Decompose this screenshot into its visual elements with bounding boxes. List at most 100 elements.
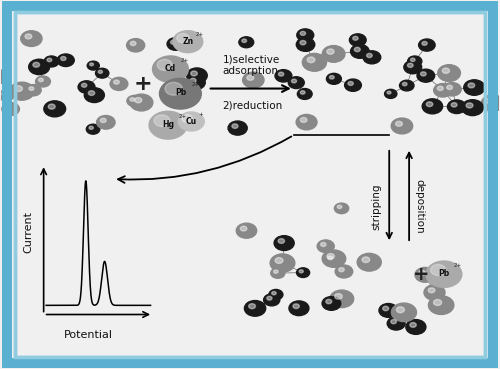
Circle shape (100, 118, 106, 123)
Circle shape (2, 92, 6, 96)
Circle shape (242, 72, 264, 88)
Circle shape (422, 41, 427, 45)
Circle shape (240, 226, 247, 231)
Circle shape (335, 265, 352, 278)
Circle shape (443, 83, 461, 96)
Circle shape (428, 296, 454, 314)
Circle shape (300, 31, 306, 35)
Circle shape (38, 78, 44, 82)
Circle shape (338, 268, 344, 272)
Text: 2+: 2+ (192, 82, 200, 87)
Text: stripping: stripping (372, 183, 382, 230)
Circle shape (296, 114, 317, 130)
Text: 2+: 2+ (180, 58, 188, 63)
Circle shape (337, 205, 342, 208)
Circle shape (236, 223, 256, 238)
Circle shape (87, 61, 100, 70)
Circle shape (44, 101, 66, 117)
Circle shape (239, 37, 254, 48)
Circle shape (264, 294, 280, 306)
Circle shape (434, 300, 442, 306)
Text: +: + (414, 265, 430, 284)
Circle shape (410, 58, 415, 62)
Circle shape (130, 41, 136, 45)
Circle shape (247, 75, 254, 80)
Circle shape (292, 79, 296, 83)
Circle shape (300, 117, 307, 123)
Circle shape (424, 285, 445, 300)
Circle shape (6, 105, 11, 109)
Text: Hg: Hg (162, 120, 174, 129)
Circle shape (274, 236, 294, 251)
Circle shape (165, 82, 182, 95)
Circle shape (350, 45, 369, 58)
Circle shape (300, 41, 306, 45)
Circle shape (0, 90, 14, 101)
Circle shape (29, 87, 34, 90)
Circle shape (330, 290, 353, 308)
Text: 2)reduction: 2)reduction (222, 101, 283, 111)
Circle shape (127, 96, 142, 106)
Circle shape (404, 61, 421, 74)
Circle shape (430, 265, 446, 276)
Circle shape (269, 289, 283, 300)
Circle shape (324, 254, 340, 265)
Circle shape (422, 99, 442, 114)
Circle shape (25, 34, 32, 39)
Circle shape (160, 78, 202, 109)
Text: Pb: Pb (175, 89, 186, 97)
Text: Pb: Pb (438, 269, 450, 278)
Circle shape (334, 203, 348, 214)
Circle shape (28, 59, 50, 75)
Circle shape (462, 100, 483, 115)
Circle shape (274, 270, 278, 273)
Circle shape (178, 112, 204, 131)
Circle shape (134, 97, 142, 103)
Circle shape (96, 115, 115, 129)
Circle shape (384, 89, 397, 99)
Circle shape (296, 268, 310, 277)
Circle shape (400, 80, 414, 91)
Circle shape (88, 91, 94, 96)
Circle shape (387, 91, 391, 94)
Circle shape (126, 39, 144, 52)
Circle shape (167, 38, 184, 50)
Circle shape (396, 121, 402, 126)
Circle shape (14, 86, 22, 92)
Circle shape (152, 56, 188, 82)
Circle shape (415, 268, 435, 282)
Circle shape (2, 103, 20, 115)
Circle shape (426, 261, 462, 287)
Circle shape (278, 239, 284, 244)
Circle shape (275, 70, 292, 82)
Circle shape (164, 71, 184, 85)
Circle shape (379, 304, 398, 317)
Circle shape (296, 38, 315, 51)
Circle shape (130, 94, 153, 111)
Circle shape (330, 76, 334, 79)
Circle shape (464, 80, 485, 95)
Circle shape (173, 31, 203, 53)
Circle shape (0, 69, 6, 85)
Circle shape (418, 39, 435, 51)
Circle shape (98, 70, 102, 73)
Text: 1)selective
adsorption: 1)selective adsorption (222, 55, 280, 76)
Circle shape (149, 111, 187, 139)
Circle shape (466, 103, 473, 108)
Circle shape (82, 83, 87, 87)
Circle shape (320, 242, 326, 246)
Circle shape (451, 103, 457, 107)
Circle shape (354, 47, 360, 52)
Circle shape (417, 69, 434, 82)
Text: +: + (134, 74, 152, 94)
Text: +: + (198, 112, 203, 117)
Circle shape (157, 59, 172, 70)
Circle shape (327, 254, 334, 259)
Circle shape (322, 250, 345, 268)
Circle shape (248, 304, 256, 309)
Circle shape (297, 29, 314, 41)
Circle shape (60, 56, 66, 61)
Circle shape (406, 320, 426, 334)
Circle shape (300, 91, 305, 94)
Circle shape (482, 95, 500, 111)
